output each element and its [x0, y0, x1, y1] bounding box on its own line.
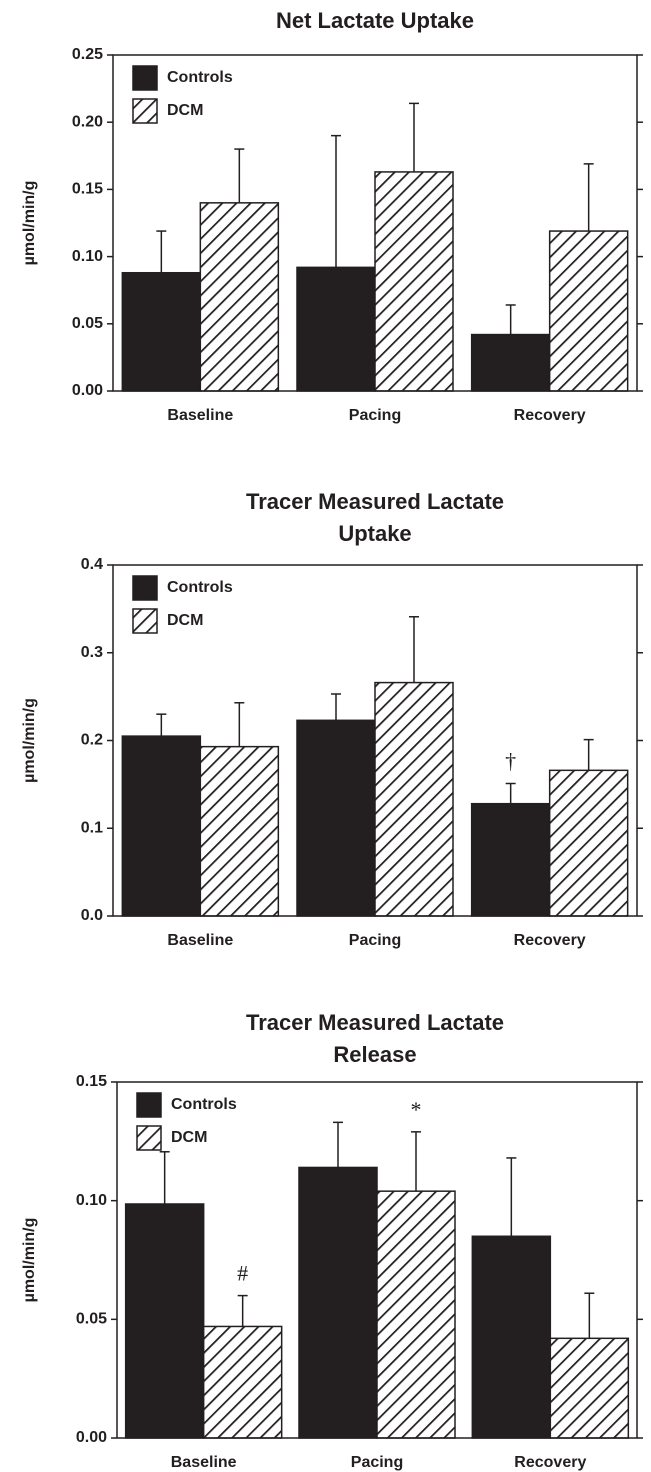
legend-label: DCM [167, 612, 203, 629]
bar [376, 1190, 456, 1439]
bar [199, 745, 280, 917]
legend-label: DCM [167, 102, 203, 119]
x-tick-label: Baseline [167, 932, 233, 949]
y-tick-label: 0.3 [81, 644, 103, 661]
y-tick-label: 0.15 [72, 181, 103, 198]
bar [202, 1325, 283, 1439]
y-tick-label: 0.2 [81, 732, 103, 749]
legend-label: Controls [167, 69, 233, 86]
legend-swatch [132, 608, 158, 634]
x-tick-label: Recovery [514, 1454, 586, 1471]
y-tick-label: 0.05 [76, 1311, 107, 1328]
y-axis-label: µmol/min/g [21, 698, 38, 783]
bar [121, 271, 202, 392]
bar [470, 333, 551, 392]
y-tick-label: 0.4 [81, 556, 103, 573]
legend-label: Controls [167, 579, 233, 596]
plot-frame [116, 1081, 638, 1439]
bar [548, 230, 629, 392]
y-tick-label: 0.0 [81, 907, 103, 924]
chart-title: Release [333, 1042, 416, 1067]
y-axis-label: µmol/min/g [21, 1218, 38, 1303]
y-tick-label: 0.05 [72, 315, 103, 332]
bar [296, 719, 376, 917]
legend-swatch [136, 1125, 162, 1151]
y-axis-label: µmol/min/g [21, 181, 38, 266]
legend-swatch [136, 1092, 162, 1118]
legend-swatch [132, 98, 158, 124]
x-tick-label: Baseline [167, 407, 233, 424]
bar [124, 1203, 205, 1439]
plot-frame [112, 564, 638, 917]
annotation: * [411, 1097, 422, 1122]
bar [374, 681, 454, 917]
y-tick-label: 0.25 [72, 46, 103, 63]
bar [199, 202, 280, 392]
x-tick-label: Pacing [349, 932, 401, 949]
plot-frame [112, 54, 638, 392]
bar [121, 735, 202, 917]
x-tick-label: Recovery [514, 932, 586, 949]
x-tick-label: Pacing [349, 407, 401, 424]
bar [298, 1166, 378, 1439]
x-tick-label: Pacing [351, 1454, 403, 1471]
legend-swatch [132, 65, 158, 91]
y-tick-label: 0.1 [81, 819, 103, 836]
x-tick-label: Baseline [171, 1454, 237, 1471]
legend-label: Controls [171, 1096, 237, 1113]
chart-title: Uptake [338, 521, 411, 546]
legend-label: DCM [171, 1129, 207, 1146]
chart-title: Tracer Measured Lactate [246, 489, 504, 514]
y-tick-label: 0.00 [76, 1429, 107, 1446]
x-tick-label: Recovery [514, 407, 586, 424]
bar [548, 769, 629, 917]
y-tick-label: 0.10 [76, 1192, 107, 1209]
chart-title: Tracer Measured Lactate [246, 1010, 504, 1035]
bar [549, 1337, 630, 1439]
y-tick-label: 0.00 [72, 382, 103, 399]
y-tick-label: 0.20 [72, 113, 103, 130]
bar [296, 266, 376, 392]
bar [374, 171, 454, 392]
annotation: # [237, 1261, 248, 1286]
annotation: † [505, 749, 516, 774]
bar [470, 802, 551, 917]
y-tick-label: 0.15 [76, 1073, 107, 1090]
chart-title: Net Lactate Uptake [276, 8, 474, 33]
y-tick-label: 0.10 [72, 248, 103, 265]
bar [471, 1235, 552, 1439]
legend-swatch [132, 575, 158, 601]
